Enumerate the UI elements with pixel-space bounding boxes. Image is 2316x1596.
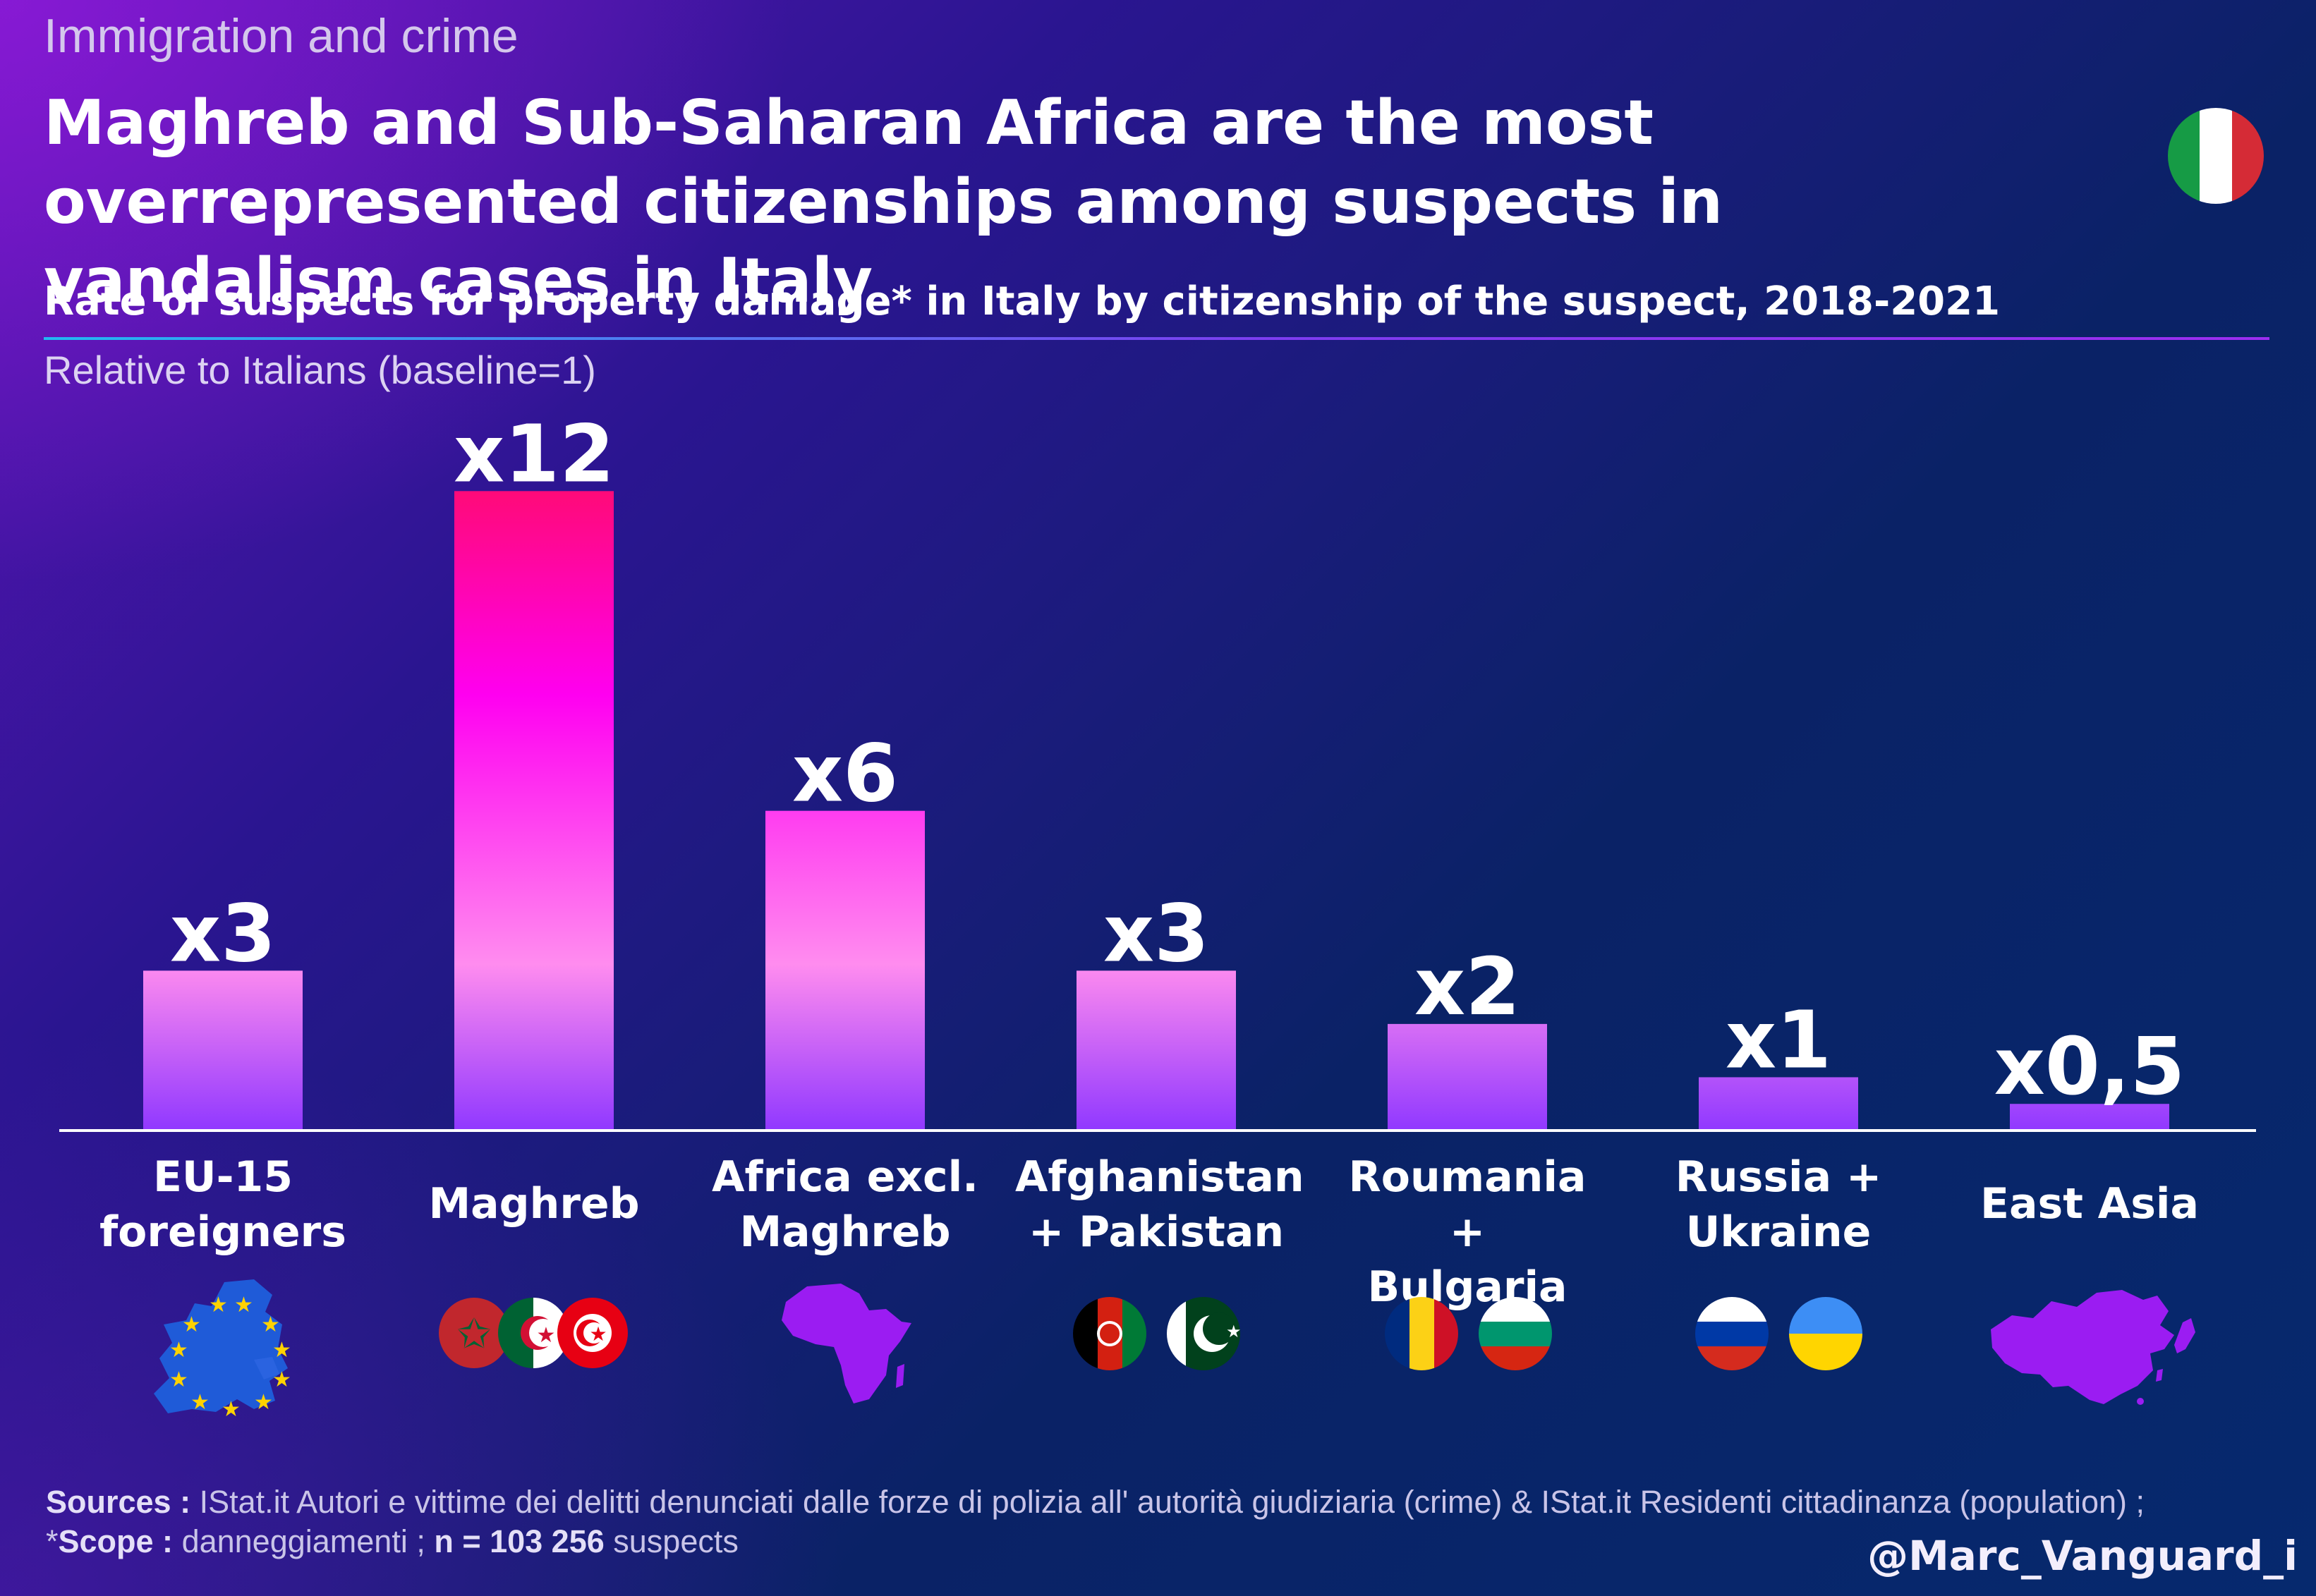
- svg-text:★: ★: [209, 1293, 228, 1317]
- sample-size-text: suspects: [604, 1523, 739, 1559]
- category-label-line: Afghanistan: [1015, 1152, 1304, 1202]
- pakistan-flag-icon: ★: [1167, 1297, 1242, 1370]
- bar-value-label: x2: [1414, 942, 1520, 1033]
- svg-text:★: ★: [537, 1323, 556, 1348]
- af-pk-flags: ★: [1073, 1297, 1242, 1370]
- chart-subtitle: Relative to Italians (baseline=1): [44, 348, 596, 392]
- bar-value-label: x12: [454, 408, 614, 500]
- bar-2: [454, 491, 614, 1131]
- ukraine-flag-icon: [1789, 1297, 1862, 1370]
- sources-text: IStat.it Autori e vittime dei delitti de…: [46, 1484, 2145, 1559]
- svg-text:★: ★: [261, 1312, 280, 1337]
- svg-text:★: ★: [169, 1338, 188, 1363]
- italy-flag-icon: [2168, 108, 2264, 204]
- category-label: Roumania + Bulgaria: [1326, 1150, 1608, 1315]
- bar-chart: x3 x12 x6 x3 x2 x1 x0,5: [59, 408, 2256, 1132]
- svg-text:★: ★: [272, 1338, 291, 1363]
- eu-map-icon: ★ ★ ★ ★ ★ ★ ★ ★ ★ ★ ★: [154, 1279, 291, 1416]
- svg-text:★: ★: [234, 1293, 253, 1317]
- ru-ua-flags: [1695, 1297, 1862, 1370]
- tunisia-flag-icon: ★: [557, 1298, 628, 1368]
- category-label-line: foreigners: [99, 1207, 346, 1257]
- bulgaria-flag-icon: [1479, 1297, 1552, 1370]
- category-label: Afghanistan + Pakistan: [1015, 1150, 1304, 1260]
- svg-text:★: ★: [182, 1312, 201, 1337]
- category-label-line: East Asia: [1980, 1179, 2199, 1229]
- bar-7: [2010, 1104, 2169, 1131]
- category-label: EU-15 foreigners: [82, 1150, 364, 1260]
- category-label: Russia + Ukraine: [1637, 1150, 1920, 1260]
- category-label-line: + Pakistan: [1028, 1207, 1285, 1257]
- bar-value-label: x6: [792, 729, 898, 820]
- bar-value-label: x3: [1103, 888, 1209, 980]
- category-label: Maghreb: [393, 1176, 675, 1231]
- chart-headline: Maghreb and Sub-Saharan Africa are the m…: [44, 87, 1723, 317]
- ro-bg-flags: [1385, 1297, 1552, 1370]
- bar-5: [1388, 1023, 1547, 1131]
- chart-title: Rate of suspects for property damage* in…: [44, 279, 2001, 324]
- svg-text:★: ★: [169, 1367, 188, 1392]
- category-label-line: EU-15: [152, 1152, 293, 1202]
- morocco-flag-icon: ✩: [439, 1298, 509, 1368]
- category-label-line: Africa excl.: [712, 1152, 978, 1202]
- bar-value-label: x1: [1726, 994, 1831, 1086]
- bar-value-label: x0,5: [1994, 1021, 2185, 1113]
- east-asia-map-icon: [1991, 1290, 2195, 1405]
- sources-note: Sources : IStat.it Autori e vittime dei …: [46, 1482, 2162, 1561]
- bar-1: [143, 970, 303, 1131]
- afghanistan-flag-icon: [1073, 1297, 1146, 1370]
- bars-layer: x3 x12 x6 x3 x2 x1 x0,5: [143, 408, 2185, 1131]
- bar-6: [1699, 1077, 1858, 1131]
- scope-text: danneggiamenti ;: [173, 1523, 435, 1559]
- svg-text:★: ★: [254, 1390, 273, 1415]
- russia-flag-icon: [1695, 1297, 1769, 1370]
- category-label-line: Russia +: [1675, 1152, 1882, 1202]
- category-label-line: Ukraine: [1685, 1207, 1872, 1257]
- title-divider: [44, 337, 2269, 340]
- svg-text:★: ★: [589, 1322, 607, 1346]
- kicker: Immigration and crime: [44, 9, 519, 63]
- category-label-line: Roumania +: [1348, 1152, 1587, 1257]
- bar-value-label: x3: [170, 888, 276, 980]
- bar-3: [765, 810, 925, 1131]
- category-label: Africa excl. Maghreb: [704, 1150, 986, 1260]
- sample-size: n = 103 256: [434, 1523, 605, 1559]
- category-label: East Asia: [1948, 1176, 2231, 1231]
- bar-4: [1077, 970, 1236, 1131]
- africa-map-icon: [782, 1284, 911, 1403]
- svg-text:★: ★: [272, 1367, 291, 1392]
- scope-label: Scope :: [58, 1523, 174, 1559]
- maghreb-flags: ✩ ★ ★: [439, 1298, 628, 1368]
- svg-text:✩: ✩: [457, 1310, 492, 1358]
- category-label-line: Maghreb: [428, 1179, 640, 1229]
- svg-text:★: ★: [1226, 1322, 1242, 1341]
- svg-text:★: ★: [190, 1390, 210, 1415]
- sources-label: Sources :: [46, 1484, 191, 1520]
- svg-text:★: ★: [222, 1397, 241, 1416]
- author-handle: @Marc_Vanguard_i: [1867, 1532, 2298, 1580]
- romania-flag-icon: [1385, 1297, 1458, 1370]
- category-label-line: Maghreb: [739, 1207, 951, 1257]
